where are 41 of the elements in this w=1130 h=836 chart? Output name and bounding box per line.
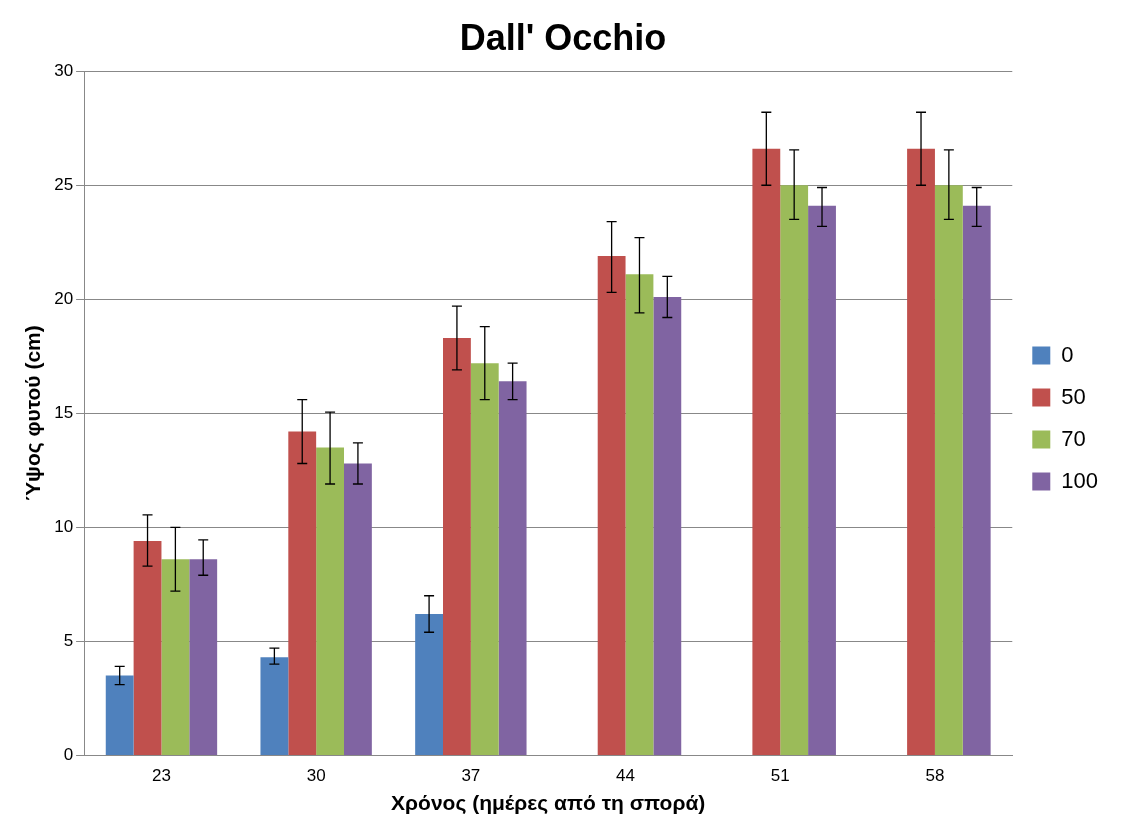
bar <box>962 205 991 755</box>
chart-title: Dall' Occhio <box>459 16 667 58</box>
bar <box>288 431 317 755</box>
y-tick-label: 15 <box>54 402 74 422</box>
x-tick-label: 23 <box>152 766 171 786</box>
bar <box>189 559 218 755</box>
bar <box>808 205 836 755</box>
legend-label: 50 <box>1061 383 1086 409</box>
x-tick-label: 58 <box>925 766 945 786</box>
bar <box>498 381 527 755</box>
y-axis-title: Ύψος φυτού (cm) <box>21 325 46 502</box>
x-tick-label: 51 <box>770 766 790 786</box>
bar <box>415 614 444 755</box>
x-tick-label: 30 <box>306 766 326 786</box>
bar <box>443 338 471 755</box>
bar <box>752 148 781 755</box>
bar <box>934 185 963 755</box>
bar <box>161 559 190 755</box>
x-axis-title: Χρόνος (ημέρες από τη σπορά) <box>391 791 706 816</box>
y-tick-label: 20 <box>54 288 74 308</box>
y-tick-label: 30 <box>54 60 74 80</box>
y-tick-label: 0 <box>63 745 74 765</box>
y-tick-label: 5 <box>63 631 74 651</box>
legend-label: 70 <box>1061 425 1086 451</box>
bar <box>344 463 372 755</box>
bar <box>597 255 626 755</box>
bar <box>470 363 499 755</box>
bar <box>653 296 682 755</box>
legend-label: 100 <box>1061 467 1099 493</box>
bar <box>316 447 344 755</box>
bar <box>907 148 935 755</box>
bar <box>625 274 654 755</box>
x-tick-label: 37 <box>461 766 481 786</box>
x-tick-label: 44 <box>616 766 636 786</box>
bar <box>780 185 809 755</box>
legend-label: 0 <box>1061 341 1074 367</box>
bar <box>260 657 289 755</box>
y-tick-label: 25 <box>54 174 74 194</box>
bar <box>105 675 134 755</box>
bar <box>133 541 162 755</box>
y-tick-label: 10 <box>54 517 74 537</box>
